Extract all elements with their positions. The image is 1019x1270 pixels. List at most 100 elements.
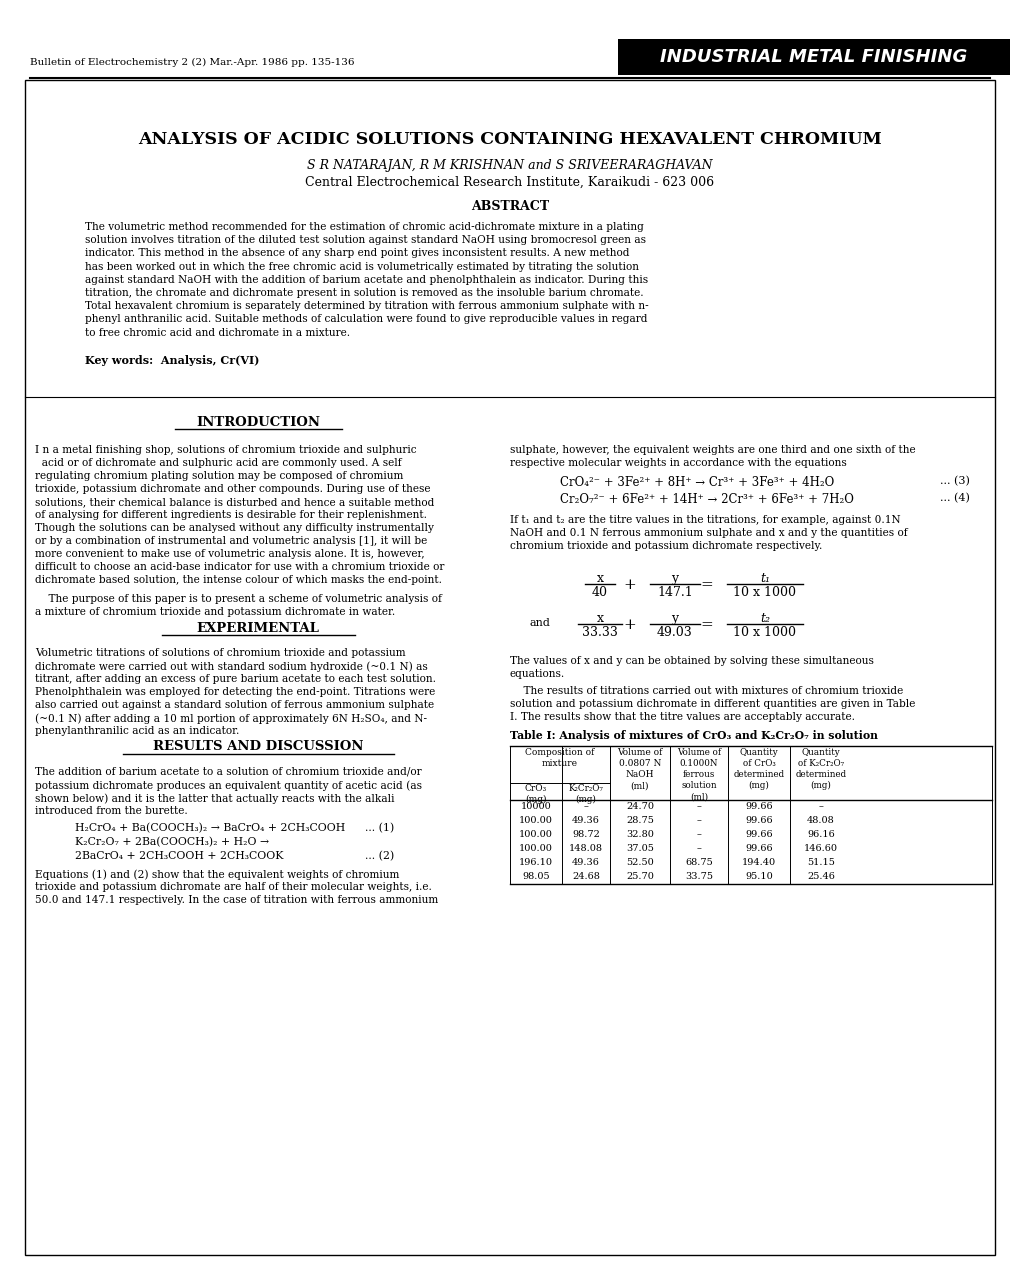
Text: ... (4): ... (4) [940,493,969,503]
Text: 24.70: 24.70 [626,801,653,812]
Text: EXPERIMENTAL: EXPERIMENTAL [197,621,319,635]
Text: –: – [696,845,701,853]
Text: 24.68: 24.68 [572,872,599,881]
Text: RESULTS AND DISCUSSION: RESULTS AND DISCUSSION [153,740,363,753]
Text: Total hexavalent chromium is separately determined by titration with ferrous amm: Total hexavalent chromium is separately … [85,301,648,311]
Text: 49.36: 49.36 [572,859,599,867]
Text: +: + [623,618,636,632]
Text: =: = [700,618,712,632]
Text: NaOH and 0.1 N ferrous ammonium sulphate and x and y the quantities of: NaOH and 0.1 N ferrous ammonium sulphate… [510,528,907,538]
Text: solution and potassium dichromate in different quantities are given in Table: solution and potassium dichromate in dif… [510,698,914,709]
Text: 51.15: 51.15 [806,859,835,867]
Text: Central Electrochemical Research Institute, Karaikudi - 623 006: Central Electrochemical Research Institu… [305,175,714,188]
Text: ANALYSIS OF ACIDIC SOLUTIONS CONTAINING HEXAVALENT CHROMIUM: ANALYSIS OF ACIDIC SOLUTIONS CONTAINING … [138,132,881,149]
FancyBboxPatch shape [618,39,1009,75]
Text: Volume of
0.0807 N
NaOH
(ml): Volume of 0.0807 N NaOH (ml) [616,748,662,790]
Text: regulating chromium plating solution may be composed of chromium: regulating chromium plating solution may… [35,471,403,481]
Text: –: – [583,801,588,812]
Text: Cr₂O₇²⁻ + 6Fe²⁺ + 14H⁺ → 2Cr³⁺ + 6Fe³⁺ + 7H₂O: Cr₂O₇²⁻ + 6Fe²⁺ + 14H⁺ → 2Cr³⁺ + 6Fe³⁺ +… [559,493,853,505]
Text: –: – [696,801,701,812]
Text: 25.46: 25.46 [806,872,835,881]
Text: trioxide and potassium dichromate are half of their molecular weights, i.e.: trioxide and potassium dichromate are ha… [35,881,431,892]
Text: phenylanthranilic acid as an indicator.: phenylanthranilic acid as an indicator. [35,726,239,737]
Text: 33.75: 33.75 [685,872,712,881]
Text: chromium trioxide and potassium dichromate respectively.: chromium trioxide and potassium dichroma… [510,541,821,551]
Text: potassium dichromate produces an equivalent quantity of acetic acid (as: potassium dichromate produces an equival… [35,780,422,790]
Text: 10 x 1000: 10 x 1000 [733,585,796,599]
Text: 98.05: 98.05 [522,872,549,881]
Text: dichromate were carried out with standard sodium hydroxide (~0.1 N) as: dichromate were carried out with standar… [35,660,427,672]
Text: 99.66: 99.66 [745,831,772,839]
Text: has been worked out in which the free chromic acid is volumetrically estimated b: has been worked out in which the free ch… [85,262,638,272]
Text: Phenolphthalein was employed for detecting the end-point. Titrations were: Phenolphthalein was employed for detecti… [35,687,435,697]
Text: The results of titrations carried out with mixtures of chromium trioxide: The results of titrations carried out wi… [510,686,903,696]
Text: 40: 40 [591,585,607,599]
Text: t₁: t₁ [759,572,769,585]
Text: 95.10: 95.10 [745,872,772,881]
Text: –: – [696,831,701,839]
Text: 99.66: 99.66 [745,801,772,812]
Text: 33.33: 33.33 [582,626,618,639]
Text: 10000: 10000 [520,801,551,812]
Text: 49.03: 49.03 [656,626,692,639]
Text: +: + [623,578,636,592]
Text: difficult to choose an acid-base indicator for use with a chromium trioxide or: difficult to choose an acid-base indicat… [35,563,444,572]
Text: H₂CrO₄ + Ba(COOCH₃)₂ → BaCrO₄ + 2CH₃COOH: H₂CrO₄ + Ba(COOCH₃)₂ → BaCrO₄ + 2CH₃COOH [75,823,344,833]
Text: acid or of dichromate and sulphuric acid are commonly used. A self: acid or of dichromate and sulphuric acid… [35,458,401,469]
Text: Bulletin of Electrochemistry 2 (2) Mar.-Apr. 1986 pp. 135-136: Bulletin of Electrochemistry 2 (2) Mar.-… [30,57,355,66]
Text: 196.10: 196.10 [519,859,552,867]
Text: solutions, their chemical balance is disturbed and hence a suitable method: solutions, their chemical balance is dis… [35,497,434,507]
Text: 50.0 and 147.1 respectively. In the case of titration with ferrous ammonium: 50.0 and 147.1 respectively. In the case… [35,895,438,906]
Text: 194.40: 194.40 [741,859,775,867]
Text: phenyl anthranilic acid. Suitable methods of calculation were found to give repr: phenyl anthranilic acid. Suitable method… [85,315,647,324]
Text: I n a metal finishing shop, solutions of chromium trioxide and sulphuric: I n a metal finishing shop, solutions of… [35,444,416,455]
Text: Equations (1) and (2) show that the equivalent weights of chromium: Equations (1) and (2) show that the equi… [35,869,399,880]
Text: ... (3): ... (3) [940,476,969,486]
Text: 98.72: 98.72 [572,831,599,839]
Text: a mixture of chromium trioxide and potassium dichromate in water.: a mixture of chromium trioxide and potas… [35,607,395,617]
Text: 28.75: 28.75 [626,817,653,826]
Text: 147.1: 147.1 [656,585,692,599]
Text: 99.66: 99.66 [745,845,772,853]
Text: sulphate, however, the equivalent weights are one third and one sixth of the: sulphate, however, the equivalent weight… [510,444,915,455]
Text: S R NATARAJAN, R M KRISHNAN and S SRIVEERARAGHAVAN: S R NATARAJAN, R M KRISHNAN and S SRIVEE… [307,159,712,171]
Text: introduced from the burette.: introduced from the burette. [35,806,187,817]
Text: Volume of
0.1000N
ferrous
solution
(ml): Volume of 0.1000N ferrous solution (ml) [677,748,720,801]
Text: ... (1): ... (1) [365,823,394,833]
Text: Composition of
mixture: Composition of mixture [525,748,594,768]
Text: respective molecular weights in accordance with the equations: respective molecular weights in accordan… [510,458,846,469]
Text: INTRODUCTION: INTRODUCTION [196,415,320,428]
Text: to free chromic acid and dichromate in a mixture.: to free chromic acid and dichromate in a… [85,328,350,338]
Text: 32.80: 32.80 [626,831,653,839]
Text: x: x [596,572,603,585]
Text: 148.08: 148.08 [569,845,602,853]
Text: 100.00: 100.00 [519,817,552,826]
Text: ... (2): ... (2) [365,851,394,861]
Text: I. The results show that the titre values are acceptably accurate.: I. The results show that the titre value… [510,712,854,723]
Text: 37.05: 37.05 [626,845,653,853]
Text: equations.: equations. [510,669,565,679]
Text: ABSTRACT: ABSTRACT [471,199,548,212]
Text: 52.50: 52.50 [626,859,653,867]
Text: Though the solutions can be analysed without any difficulty instrumentally: Though the solutions can be analysed wit… [35,523,433,533]
Text: 100.00: 100.00 [519,831,552,839]
Text: and: and [530,618,550,627]
Text: or by a combination of instrumental and volumetric analysis [1], it will be: or by a combination of instrumental and … [35,536,427,546]
Text: Key words:  Analysis, Cr(VI): Key words: Analysis, Cr(VI) [85,356,259,366]
FancyBboxPatch shape [25,80,994,1255]
Text: K₂Cr₂O₇
(mg): K₂Cr₂O₇ (mg) [568,784,603,804]
Text: dichromate based solution, the intense colour of which masks the end-point.: dichromate based solution, the intense c… [35,575,441,585]
Text: y: y [671,612,678,625]
Text: Quantity
of CrO₃
determined
(mg): Quantity of CrO₃ determined (mg) [733,748,784,790]
Text: trioxide, potassium dichromate and other compounds. During use of these: trioxide, potassium dichromate and other… [35,484,430,494]
Text: shown below) and it is the latter that actually reacts with the alkali: shown below) and it is the latter that a… [35,792,394,804]
Text: 96.16: 96.16 [806,831,835,839]
Text: The volumetric method recommended for the estimation of chromic acid-dichromate : The volumetric method recommended for th… [85,222,643,232]
Text: CrO₄²⁻ + 3Fe²⁺ + 8H⁺ → Cr³⁺ + 3Fe³⁺ + 4H₂O: CrO₄²⁻ + 3Fe²⁺ + 8H⁺ → Cr³⁺ + 3Fe³⁺ + 4H… [559,476,834,489]
Text: y: y [671,572,678,585]
Text: INDUSTRIAL METAL FINISHING: INDUSTRIAL METAL FINISHING [659,48,967,66]
Text: If t₁ and t₂ are the titre values in the titrations, for example, against 0.1N: If t₁ and t₂ are the titre values in the… [510,516,900,525]
Text: =: = [700,578,712,592]
Text: –: – [818,801,822,812]
Text: indicator. This method in the absence of any sharp end point gives inconsistent : indicator. This method in the absence of… [85,249,629,258]
